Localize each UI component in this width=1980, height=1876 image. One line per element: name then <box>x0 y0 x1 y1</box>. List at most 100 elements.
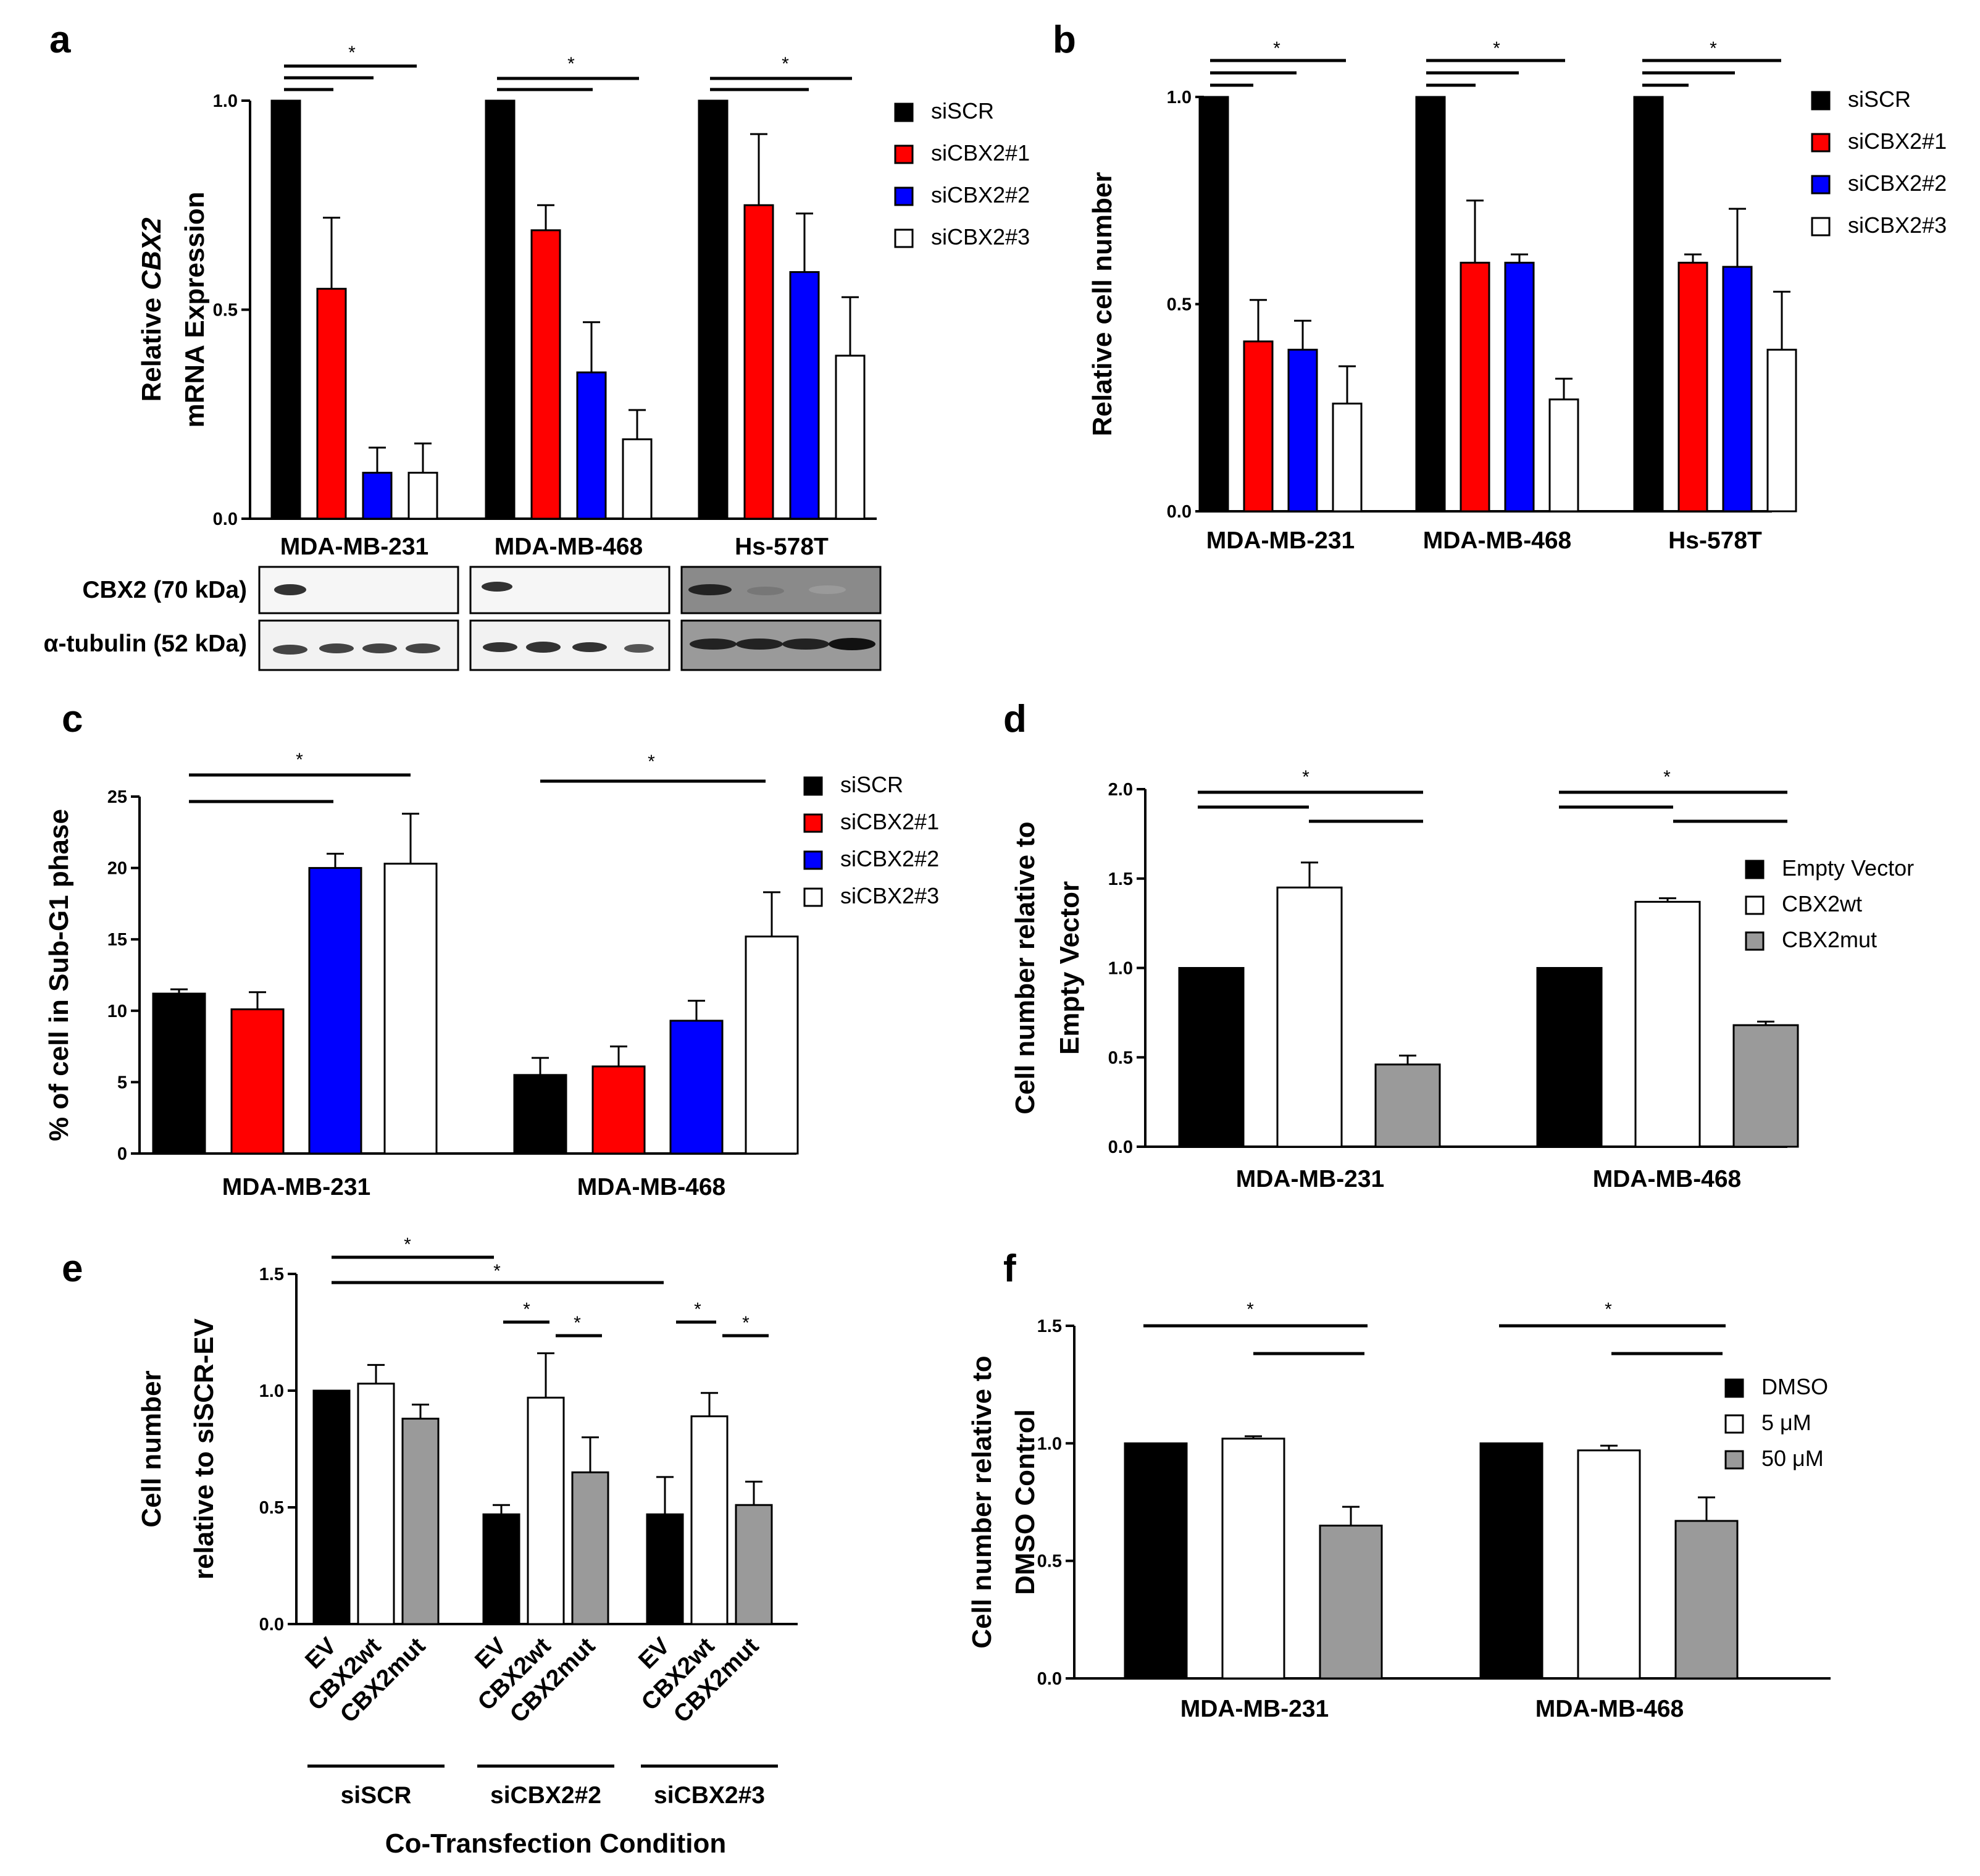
chart-b-legend-swatch <box>1811 91 1831 111</box>
chart-c-y-tick-label: 25 <box>107 787 127 807</box>
chart-d-bar <box>1634 900 1701 1148</box>
significance-star: * <box>1273 38 1280 59</box>
chart-c-y-title-line: % of cell in Sub-G1 phase <box>44 809 74 1141</box>
chart-c-legend-label: siSCR <box>840 772 903 797</box>
chart-f-legend-swatch <box>1724 1414 1744 1434</box>
chart-b-bar <box>1766 348 1797 513</box>
chart-b-legend-label: siSCR <box>1848 86 1911 112</box>
chart-b-bar <box>1460 261 1490 513</box>
chart-f-bar <box>1319 1525 1383 1680</box>
chart-a-bar <box>316 288 347 520</box>
chart-f-bar <box>1124 1442 1188 1680</box>
chart-c-y-title: % of cell in Sub-G1 phase <box>44 809 74 1141</box>
chart-f-bar <box>1221 1438 1285 1680</box>
chart-f-y-tick-label: 0.5 <box>1037 1552 1062 1572</box>
chart-c-legend-swatch <box>803 813 823 833</box>
chart-e-y-tick-label: 1.5 <box>259 1265 284 1284</box>
chart-f-y-tick-label: 0.0 <box>1037 1669 1062 1689</box>
chart-a-legend-label: siCBX2#3 <box>931 224 1030 249</box>
chart-d-y-tick-label: 0.0 <box>1108 1137 1133 1157</box>
chart-b-legend-label: siCBX2#2 <box>1848 170 1947 196</box>
chart-c-bar <box>513 1074 567 1155</box>
chart-a-y-tick-label: 0.0 <box>213 509 238 529</box>
chart-e-y-tick-label: 0.0 <box>259 1615 284 1635</box>
chart-b-legend-swatch <box>1811 217 1831 237</box>
blot-box-578-tubulin <box>680 619 882 671</box>
chart-c-y-tick-label: 0 <box>117 1144 127 1164</box>
chart-d-bar <box>1732 1024 1799 1148</box>
chart-d-category-label: MDA-MB-231 <box>1236 1166 1385 1192</box>
chart-a-bar <box>835 354 866 520</box>
blot-label-tubulin: α-tubulin (52 kDa) <box>44 630 247 657</box>
chart-e-significance-star: * <box>404 1234 411 1255</box>
chart-c-legend-swatch <box>803 776 823 796</box>
chart-e-bar <box>357 1383 395 1625</box>
chart-c-legend-swatch <box>803 887 823 907</box>
chart-a-y-title-line: mRNA Expression <box>180 191 210 427</box>
chart-e-y-tick-label: 0.5 <box>259 1498 284 1518</box>
chart-c-y-tick-label: 15 <box>107 930 127 950</box>
chart-e-group-label: siCBX2#2 <box>490 1782 601 1809</box>
chart-f-legend-label: DMSO <box>1761 1374 1828 1399</box>
chart-b-y-tick-label: 0.0 <box>1167 502 1192 522</box>
chart-e-bar <box>527 1396 565 1625</box>
significance-lines: * * * * * * * * * * * * <box>189 38 1787 1355</box>
panel-label-c: c <box>62 698 83 740</box>
significance-star: * <box>1663 767 1671 787</box>
chart-b-bar <box>1243 340 1274 513</box>
chart-c: 0 5 10 15 20 25 % of cell in Sub-G1 phase MDA-M… <box>44 772 939 1200</box>
chart-a-legend-swatch <box>894 228 914 248</box>
chart-a-legend-label: siCBX2#1 <box>931 140 1030 165</box>
chart-f-category-label: MDA-MB-231 <box>1180 1696 1329 1722</box>
chart-c-category-label: MDA-MB-231 <box>222 1174 371 1200</box>
chart-c-category-label: MDA-MB-468 <box>577 1174 726 1200</box>
chart-b-category-label: Hs-578T <box>1668 527 1762 554</box>
chart-a-legend-label: siCBX2#2 <box>931 182 1030 207</box>
chart-c-legend-swatch <box>803 850 823 870</box>
chart-c-y-tick-label: 5 <box>117 1073 127 1092</box>
chart-f-legend-swatch <box>1724 1450 1744 1470</box>
chart-f-legend-swatch <box>1724 1378 1744 1398</box>
chart-a-bar <box>362 472 393 520</box>
blot-box-231-cbx2 <box>258 566 459 614</box>
chart-c-bar <box>308 867 362 1155</box>
chart-b-bar <box>1332 403 1363 513</box>
chart-d-legend-label: Empty Vector <box>1782 855 1914 881</box>
chart-c-y-tick-label: 20 <box>107 859 127 879</box>
chart-f-y-title: Cell number relative to DMSO Control <box>967 1355 1040 1648</box>
significance-star: * <box>1302 767 1310 787</box>
chart-f-bar <box>1577 1449 1641 1680</box>
chart-e-group-label: siSCR <box>341 1782 412 1809</box>
chart-e-bar <box>571 1471 609 1625</box>
chart-d-y-title-line: Cell number relative to <box>1010 821 1040 1114</box>
chart-a-legend-swatch <box>894 186 914 206</box>
chart-c-bar <box>669 1020 724 1155</box>
chart-e-bar <box>401 1417 440 1625</box>
chart-e: 0.0 0.5 1.0 1.5 Cell number relative to siSCR… <box>136 1234 798 1859</box>
chart-e-significance-star: * <box>523 1299 530 1320</box>
chart-a-category-label: Hs-578T <box>735 534 829 560</box>
chart-a-category-label: MDA-MB-231 <box>280 534 429 560</box>
chart-b: 0.0 0.5 1.0 Relative cell number MDA-MB-231 M… <box>1087 86 1947 554</box>
chart-c-bar <box>745 936 799 1155</box>
panel-label-f: f <box>1003 1247 1016 1290</box>
chart-a-bar <box>407 472 438 520</box>
chart-b-legend-swatch <box>1811 133 1831 153</box>
significance-star: * <box>648 752 655 772</box>
chart-d-y-tick-label: 1.0 <box>1108 959 1133 979</box>
chart-b-legend-swatch <box>1811 175 1831 195</box>
chart-b-legend-label: siCBX2#1 <box>1848 128 1947 154</box>
chart-a-category-label: MDA-MB-468 <box>495 534 643 560</box>
significance-star: * <box>1605 1299 1612 1320</box>
chart-a-bar <box>576 371 607 520</box>
blot-box-468-cbx2 <box>469 566 670 614</box>
chart-d-category-label: MDA-MB-468 <box>1593 1166 1742 1192</box>
chart-c-bar <box>383 863 438 1155</box>
chart-d-bar <box>1178 967 1245 1148</box>
chart-f-category-label: MDA-MB-468 <box>1535 1696 1684 1722</box>
chart-a-y-title-line: Relative CBX2 <box>136 217 167 402</box>
chart-a-bar <box>485 99 516 520</box>
chart-d-legend-label: CBX2wt <box>1782 891 1862 916</box>
blot-box-468-tubulin <box>469 619 670 671</box>
